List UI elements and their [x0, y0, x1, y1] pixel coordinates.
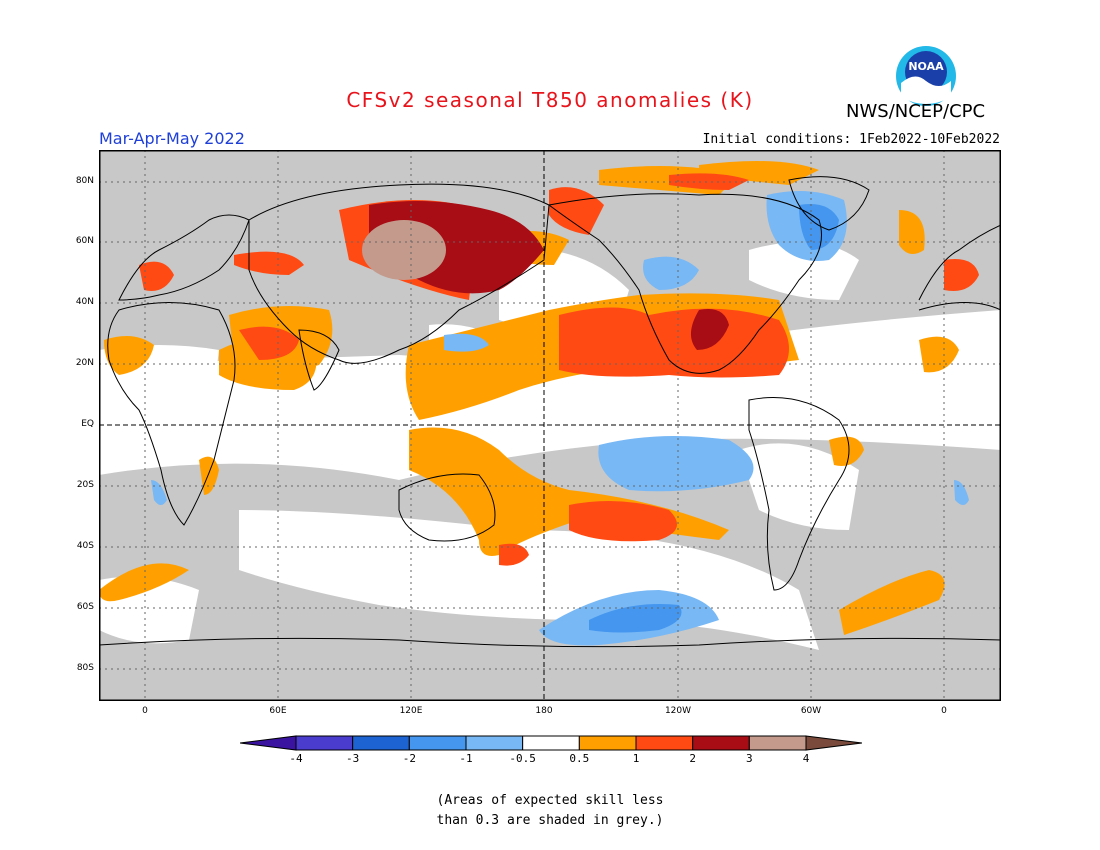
colorbar-box — [295, 735, 354, 751]
colorbar-box — [635, 735, 694, 751]
colorbar-tick-label: 2 — [689, 752, 696, 765]
lat-label: EQ — [81, 419, 94, 429]
colorbar — [240, 735, 862, 751]
skill-note-line1: (Areas of expected skill less — [436, 793, 664, 808]
svg-text:NOAA: NOAA — [908, 60, 944, 73]
map-title: CFSv2 seasonal T850 anomalies (K) — [346, 88, 754, 112]
initial-conditions-label: Initial conditions: 1Feb2022-10Feb2022 — [702, 132, 1000, 147]
equator-dateline — [99, 150, 1001, 701]
colorbar-tick-label: -3 — [346, 752, 360, 765]
cool-anomaly-regions — [151, 191, 969, 646]
lat-label: 40N — [75, 297, 94, 307]
colorbar-tick-label: 0.5 — [569, 752, 590, 765]
graticule — [99, 150, 1001, 701]
colorbar-tick-label: 1 — [632, 752, 640, 765]
lat-label: 20N — [75, 358, 94, 368]
colorbar-box — [352, 735, 410, 751]
noaa-logo: NOAA — [896, 46, 956, 106]
lon-label: 0 — [142, 706, 148, 716]
colorbar-tick-label: -1 — [459, 752, 473, 765]
lon-label: 120E — [399, 706, 423, 716]
lon-label: 180 — [535, 706, 553, 716]
colorbar-box — [465, 735, 524, 751]
colorbar-box — [522, 735, 580, 751]
colorbar-box — [408, 735, 467, 751]
colorbar-tick-label: -2 — [402, 752, 416, 765]
colorbar-box — [692, 735, 750, 751]
organization-label: NWS/NCEP/CPC — [846, 101, 986, 122]
skill-note-line2: than 0.3 are shaded in grey.) — [436, 813, 664, 828]
lat-label: 80N — [75, 176, 94, 186]
lat-label: 80S — [76, 663, 94, 673]
coastlines — [99, 176, 1001, 648]
lon-label: 60E — [269, 706, 287, 716]
lon-label: 120W — [664, 706, 692, 716]
colorbar-low-arrow — [240, 735, 297, 751]
colorbar-high-arrow — [805, 735, 862, 751]
lat-label: 40S — [76, 541, 94, 551]
season-label: Mar-Apr-May 2022 — [99, 129, 245, 148]
lon-label: 60W — [800, 706, 822, 716]
colorbar-box — [578, 735, 637, 751]
colorbar-tick-label: 3 — [746, 752, 753, 765]
anomaly-map — [99, 150, 1001, 701]
lat-label: 20S — [76, 480, 94, 490]
colorbar-box — [748, 735, 807, 751]
colorbar-tick-label: -0.5 — [509, 752, 536, 765]
extreme-warm-region — [362, 220, 446, 280]
colorbar-tick-label: -4 — [289, 752, 303, 765]
colorbar-tick-label: 4 — [802, 752, 810, 765]
lon-label: 0 — [941, 706, 947, 716]
lat-label: 60N — [75, 236, 94, 246]
lat-label: 60S — [76, 602, 94, 612]
